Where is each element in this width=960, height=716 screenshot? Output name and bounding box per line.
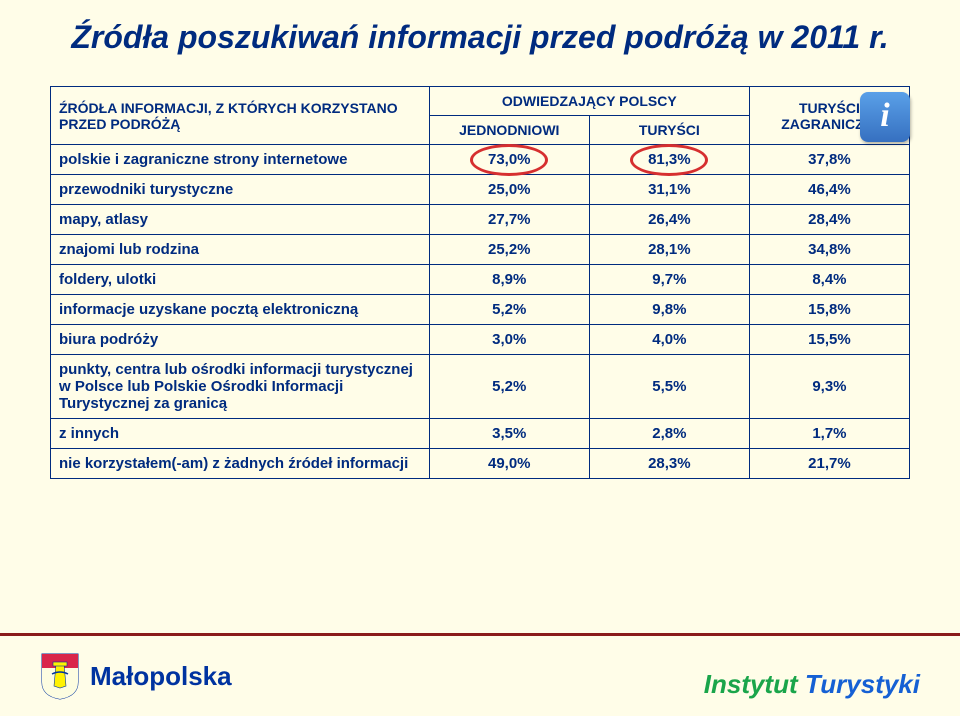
malopolska-logo-text: Małopolska [90, 661, 232, 692]
row-label: polskie i zagraniczne strony internetowe [51, 145, 430, 175]
highlight-circle-icon [470, 144, 548, 176]
cell-value: 28,3% [589, 449, 749, 479]
cell-value: 31,1% [589, 175, 749, 205]
col-subheader-tourists: TURYŚCI [589, 116, 749, 145]
cell-value: 81,3% [589, 145, 749, 175]
highlight-circle-icon [630, 144, 708, 176]
table-row: nie korzystałem(-am) z żadnych źródeł in… [51, 449, 910, 479]
row-label: nie korzystałem(-am) z żadnych źródeł in… [51, 449, 430, 479]
cell-value: 37,8% [749, 145, 909, 175]
table-row: biura podróży3,0%4,0%15,5% [51, 325, 910, 355]
page-title: Źródła poszukiwań informacji przed podró… [0, 0, 960, 56]
row-label: foldery, ulotki [51, 265, 430, 295]
cell-value: 4,0% [589, 325, 749, 355]
cell-value: 3,0% [429, 325, 589, 355]
row-label: z innych [51, 419, 430, 449]
turystyki-text: Turystyki [805, 669, 920, 699]
table-row: z innych3,5%2,8%1,7% [51, 419, 910, 449]
cell-value: 73,0% [429, 145, 589, 175]
cell-value: 27,7% [429, 205, 589, 235]
table-row: foldery, ulotki8,9%9,7%8,4% [51, 265, 910, 295]
footer: Małopolska Instytut Turystyki [0, 620, 960, 716]
col-header-polish-visitors: ODWIEDZAJĄCY POLSCY [429, 87, 749, 116]
col-subheader-daytrippers: JEDNODNIOWI [429, 116, 589, 145]
table-row: znajomi lub rodzina25,2%28,1%34,8% [51, 235, 910, 265]
malopolska-logo: Małopolska [40, 652, 232, 700]
cell-value: 28,4% [749, 205, 909, 235]
cell-value: 5,2% [429, 355, 589, 419]
cell-value: 34,8% [749, 235, 909, 265]
table-row: punkty, centra lub ośrodki informacji tu… [51, 355, 910, 419]
cell-value: 49,0% [429, 449, 589, 479]
malopolska-shield-icon [40, 652, 80, 700]
cell-value: 9,8% [589, 295, 749, 325]
cell-value: 21,7% [749, 449, 909, 479]
row-label: biura podróży [51, 325, 430, 355]
cell-value: 15,8% [749, 295, 909, 325]
cell-value: 1,7% [749, 419, 909, 449]
table-row: mapy, atlasy27,7%26,4%28,4% [51, 205, 910, 235]
table-row: polskie i zagraniczne strony internetowe… [51, 145, 910, 175]
cell-value: 8,4% [749, 265, 909, 295]
cell-value: 8,9% [429, 265, 589, 295]
cell-value: 2,8% [589, 419, 749, 449]
cell-value: 9,3% [749, 355, 909, 419]
col-header-sources: ŹRÓDŁA INFORMACJI, Z KTÓRYCH KORZYSTANO … [51, 87, 430, 145]
row-label: mapy, atlasy [51, 205, 430, 235]
cell-value: 9,7% [589, 265, 749, 295]
cell-value: 15,5% [749, 325, 909, 355]
cell-value: 25,2% [429, 235, 589, 265]
cell-value: 3,5% [429, 419, 589, 449]
cell-value: 5,5% [589, 355, 749, 419]
cell-value: 28,1% [589, 235, 749, 265]
table-row: przewodniki turystyczne25,0%31,1%46,4% [51, 175, 910, 205]
instytut-text: Instytut [704, 669, 805, 699]
cell-value: 5,2% [429, 295, 589, 325]
row-label: punkty, centra lub ośrodki informacji tu… [51, 355, 430, 419]
data-table: ŹRÓDŁA INFORMACJI, Z KTÓRYCH KORZYSTANO … [50, 86, 910, 479]
cell-value: 26,4% [589, 205, 749, 235]
row-label: znajomi lub rodzina [51, 235, 430, 265]
cell-value: 46,4% [749, 175, 909, 205]
info-icon [860, 92, 910, 142]
data-table-wrap: ŹRÓDŁA INFORMACJI, Z KTÓRYCH KORZYSTANO … [50, 86, 910, 479]
row-label: informacje uzyskane pocztą elektroniczną [51, 295, 430, 325]
instytut-turystyki-logo: Instytut Turystyki [704, 669, 920, 700]
row-label: przewodniki turystyczne [51, 175, 430, 205]
table-row: informacje uzyskane pocztą elektroniczną… [51, 295, 910, 325]
cell-value: 25,0% [429, 175, 589, 205]
